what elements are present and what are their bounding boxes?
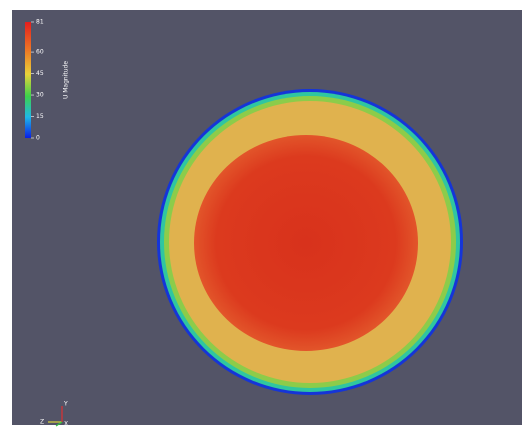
colorbar-tick-label: 81 xyxy=(36,19,44,26)
colorbar-tick-label: 30 xyxy=(36,92,44,99)
axis-label: Z xyxy=(40,419,44,426)
red-core xyxy=(194,135,418,351)
colorbar xyxy=(25,22,31,138)
axis-label: Y xyxy=(63,401,68,408)
axis-label: X xyxy=(64,421,68,428)
colorbar-tick-label: 15 xyxy=(36,113,44,120)
axis-z xyxy=(55,421,63,427)
colorbar-title: U Magnitude xyxy=(63,61,70,99)
colorbar-tick-label: 60 xyxy=(36,49,44,56)
axes-triad: Y Z X xyxy=(40,401,68,428)
contour-plot xyxy=(157,89,463,395)
colorbar-tick-label: 0 xyxy=(36,135,40,142)
colorbar-tick-label: 45 xyxy=(36,70,44,77)
